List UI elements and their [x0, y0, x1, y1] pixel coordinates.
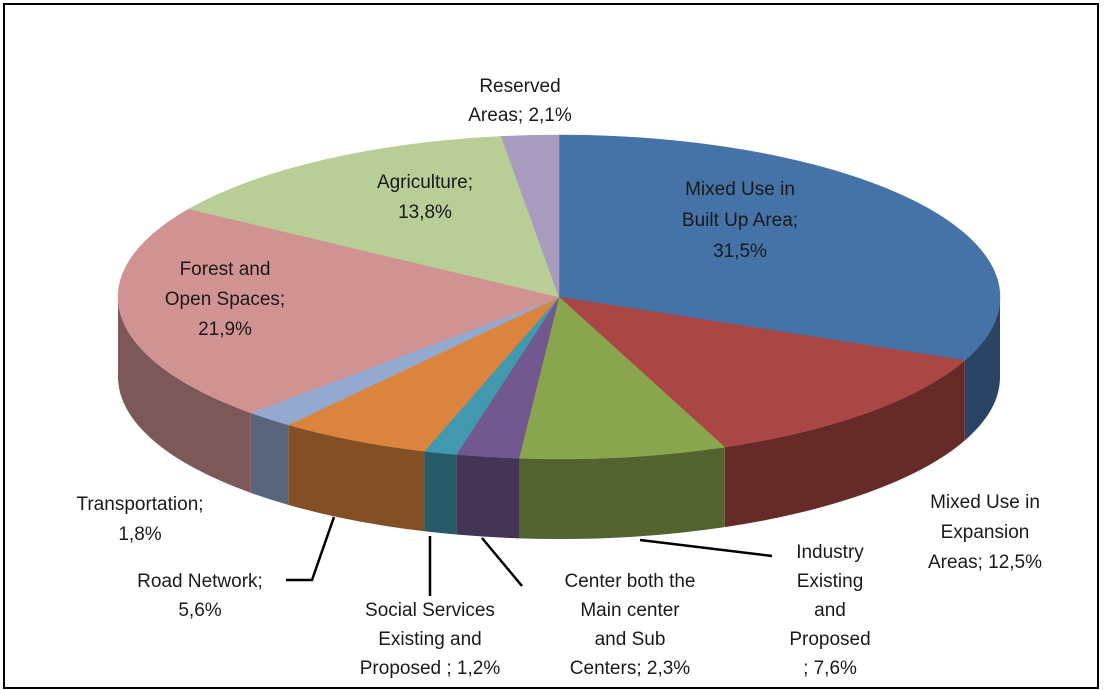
- pie-wall: [250, 412, 289, 505]
- pie-slice: [287, 296, 560, 452]
- data-label-line: 1,8%: [118, 524, 161, 545]
- data-label-line: ; 7,6%: [803, 658, 857, 679]
- data-label: Forest and Open Spaces; 21,9%: [165, 259, 285, 340]
- data-label-line: and Sub: [595, 629, 666, 650]
- data-label: Social Services Existing and Proposed ; 1,…: [360, 600, 501, 679]
- leader-line: [286, 516, 336, 582]
- data-label-line: Reserved: [479, 76, 560, 97]
- data-label-line: 21,9%: [198, 319, 252, 340]
- data-label: Industry Existing and Proposed ; 7,6%: [789, 542, 870, 679]
- pie-slice: [518, 296, 726, 460]
- data-label-line: Road Network;: [137, 571, 263, 592]
- data-label: Mixed Use in Built Up Area; 31,5%: [682, 179, 798, 262]
- data-labels: Mixed Use in Built Up Area; 31,5%Mixed Use…: [76, 76, 1042, 679]
- data-label-line: Existing and: [378, 629, 482, 650]
- pie-slice: [558, 134, 1001, 361]
- data-label-line: Mixed Use in: [685, 179, 795, 200]
- pie-wall: [724, 360, 965, 528]
- data-label-line: Centers; 2,3%: [570, 658, 690, 679]
- data-label-line: Proposed ; 1,2%: [360, 658, 501, 679]
- data-label-line: Center both the: [565, 571, 696, 592]
- data-label: Agriculture; 13,8%: [377, 172, 473, 223]
- data-label-line: Areas; 2,1%: [468, 105, 572, 126]
- data-label-line: Social Services: [365, 600, 495, 621]
- data-label-line: Built Up Area;: [682, 210, 798, 231]
- pie-slice: [117, 208, 560, 414]
- pie-walls: [118, 297, 1000, 539]
- data-label: Transportation; 1,8%: [76, 494, 203, 545]
- data-label-line: and: [814, 600, 846, 621]
- pie-slice: [188, 136, 560, 298]
- data-label: Center both the Main center and Sub Centers…: [565, 571, 696, 679]
- data-label-line: 5,6%: [178, 600, 221, 621]
- data-label-line: Proposed: [789, 629, 870, 650]
- pie-wall: [518, 447, 725, 539]
- pie-tops: [117, 134, 1001, 460]
- pie-wall: [118, 297, 251, 493]
- pie-wall: [456, 454, 519, 539]
- pie-slice: [558, 296, 966, 448]
- leader-line: [639, 538, 773, 558]
- pie-wall: [288, 424, 425, 532]
- data-label-line: Existing: [797, 571, 864, 592]
- leader-line: [481, 537, 523, 587]
- data-label-line: Transportation;: [76, 494, 203, 515]
- data-label: Mixed Use in Expansion Areas; 12,5%: [928, 492, 1042, 573]
- data-label-line: Agriculture;: [377, 172, 473, 193]
- data-label-line: Expansion: [941, 522, 1030, 543]
- data-label-line: Main center: [580, 600, 680, 621]
- data-label-line: 31,5%: [713, 241, 767, 262]
- pie-wall: [424, 451, 457, 535]
- data-label-line: Open Spaces;: [165, 289, 285, 310]
- pie-wall: [964, 297, 1000, 441]
- data-label-line: Mixed Use in: [930, 492, 1040, 513]
- data-label-line: Areas; 12,5%: [928, 552, 1042, 573]
- data-label-line: 13,8%: [398, 202, 452, 223]
- data-label-line: Industry: [796, 542, 864, 563]
- data-label: Reserved Areas; 2,1%: [468, 76, 572, 126]
- data-label: Road Network; 5,6%: [137, 571, 263, 621]
- data-label-line: Forest and: [180, 259, 271, 280]
- pie-slice: [500, 134, 560, 298]
